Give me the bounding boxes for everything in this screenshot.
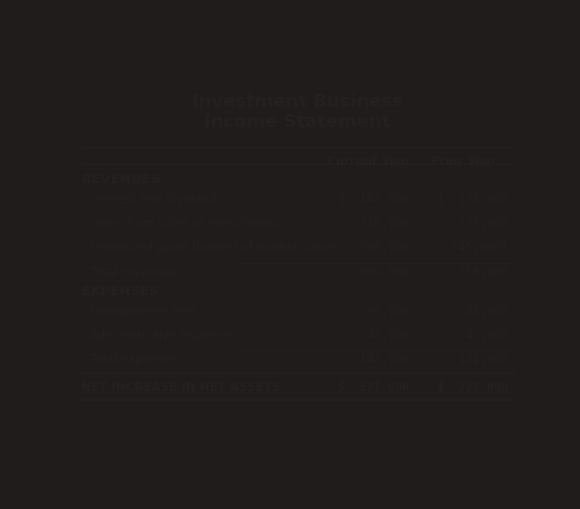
Text: 142,000: 142,000 (331, 353, 409, 365)
Text: Gains from sales of investments: Gains from sales of investments (90, 217, 281, 230)
Text: 669,000: 669,000 (331, 265, 409, 278)
Text: 88,000: 88,000 (430, 304, 509, 317)
Text: $  527,000: $ 527,000 (338, 381, 409, 393)
Text: 275,000: 275,000 (430, 217, 509, 230)
Text: Total revenues: Total revenues (90, 265, 176, 278)
Text: 209,000: 209,000 (331, 241, 409, 254)
Text: 318,000: 318,000 (331, 217, 409, 230)
Text: $  227,000: $ 227,000 (437, 381, 509, 393)
Text: $  128,000: $ 128,000 (437, 192, 509, 205)
Text: 95,000: 95,000 (331, 304, 409, 317)
Text: NET INCREASE IN NET ASSETS: NET INCREASE IN NET ASSETS (81, 381, 281, 393)
Text: REVENUES: REVENUES (81, 173, 161, 186)
Text: 43,000: 43,000 (430, 328, 509, 342)
Text: Interest and dividends: Interest and dividends (90, 192, 223, 205)
Text: EXPENSES: EXPENSES (81, 285, 160, 297)
Text: 358,000: 358,000 (430, 265, 509, 278)
Text: Administrative expenses: Administrative expenses (90, 328, 237, 342)
Text: Prior Year: Prior Year (431, 155, 496, 168)
Text: 131,000: 131,000 (430, 353, 509, 365)
Text: Total expenses: Total expenses (90, 353, 177, 365)
Text: Investment Business
Income Statement: Investment Business Income Statement (192, 93, 403, 131)
Text: $  142,000: $ 142,000 (338, 192, 409, 205)
Text: Management fees: Management fees (90, 304, 197, 317)
Text: Current Year: Current Year (327, 155, 411, 168)
Text: (45,000): (45,000) (430, 241, 509, 254)
Text: 47,000: 47,000 (331, 328, 409, 342)
Text: Unrealized gains (losses) of market value: Unrealized gains (losses) of market valu… (90, 241, 335, 254)
